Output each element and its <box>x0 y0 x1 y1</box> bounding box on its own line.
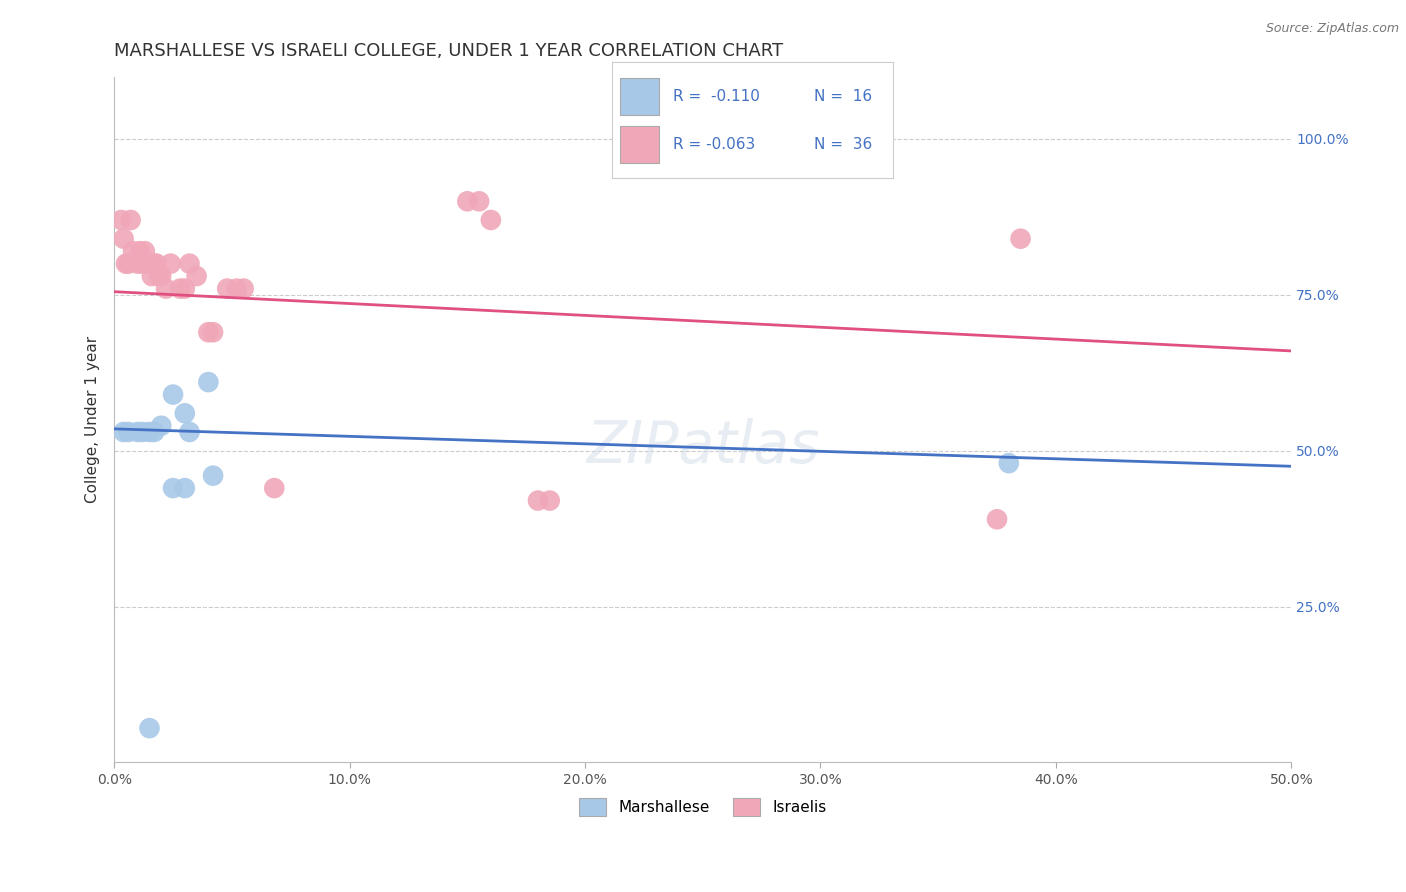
Point <box>173 282 195 296</box>
Point <box>148 269 170 284</box>
FancyBboxPatch shape <box>620 126 659 163</box>
Point <box>117 257 139 271</box>
Point <box>134 244 156 259</box>
Point <box>131 257 153 271</box>
Point <box>136 257 159 271</box>
Point <box>217 282 239 296</box>
Point <box>527 493 550 508</box>
Point <box>162 387 184 401</box>
Point <box>150 418 173 433</box>
Point <box>112 425 135 439</box>
Point <box>127 425 149 439</box>
Point <box>145 257 167 271</box>
Point <box>117 425 139 439</box>
Point <box>150 269 173 284</box>
Point <box>131 425 153 439</box>
Point <box>232 282 254 296</box>
Text: R = -0.063: R = -0.063 <box>673 137 755 153</box>
Point <box>112 232 135 246</box>
Point <box>155 282 177 296</box>
Point <box>115 257 138 271</box>
Y-axis label: College, Under 1 year: College, Under 1 year <box>86 336 100 503</box>
Point <box>138 721 160 735</box>
Point <box>138 425 160 439</box>
Point <box>173 406 195 420</box>
Point <box>173 481 195 495</box>
Point <box>143 425 166 439</box>
Legend: Marshallese, Israelis: Marshallese, Israelis <box>571 790 834 823</box>
Point <box>159 257 181 271</box>
Point <box>197 325 219 339</box>
Point <box>456 194 478 209</box>
Point <box>197 375 219 389</box>
Text: ZIPatlas: ZIPatlas <box>586 418 820 475</box>
Text: Source: ZipAtlas.com: Source: ZipAtlas.com <box>1265 22 1399 36</box>
Point <box>538 493 561 508</box>
FancyBboxPatch shape <box>620 78 659 114</box>
Point <box>998 456 1021 470</box>
Point <box>120 213 142 227</box>
Point <box>986 512 1008 526</box>
Point <box>468 194 491 209</box>
Point <box>179 425 201 439</box>
Point <box>122 244 145 259</box>
Point <box>129 244 152 259</box>
Point <box>202 468 225 483</box>
Point <box>162 481 184 495</box>
Point <box>263 481 285 495</box>
Point <box>186 269 208 284</box>
Point <box>138 257 160 271</box>
Text: N =  36: N = 36 <box>814 137 872 153</box>
Point <box>141 269 163 284</box>
Point <box>143 257 166 271</box>
Point <box>169 282 191 296</box>
Point <box>179 257 201 271</box>
Point <box>127 257 149 271</box>
Point <box>479 213 502 227</box>
Point <box>202 325 225 339</box>
Point <box>110 213 132 227</box>
Point <box>225 282 247 296</box>
Point <box>1010 232 1032 246</box>
Text: R =  -0.110: R = -0.110 <box>673 88 761 103</box>
Text: N =  16: N = 16 <box>814 88 872 103</box>
Text: MARSHALLESE VS ISRAELI COLLEGE, UNDER 1 YEAR CORRELATION CHART: MARSHALLESE VS ISRAELI COLLEGE, UNDER 1 … <box>114 42 783 60</box>
